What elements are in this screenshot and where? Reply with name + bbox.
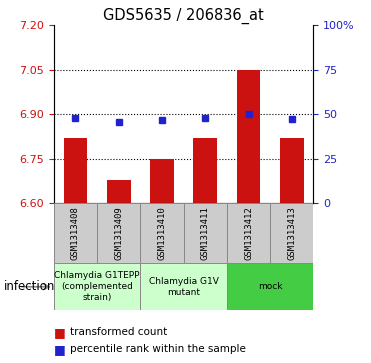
Bar [140, 263, 227, 310]
Text: mock: mock [258, 282, 282, 291]
Text: Chlamydia G1V
mutant: Chlamydia G1V mutant [149, 277, 219, 297]
Text: Chlamydia G1TEPP
(complemented
strain): Chlamydia G1TEPP (complemented strain) [54, 271, 140, 302]
Text: transformed count: transformed count [70, 327, 168, 337]
Text: infection: infection [4, 280, 55, 293]
Bar [184, 203, 227, 263]
Bar [227, 203, 270, 263]
Bar [63, 138, 87, 203]
Bar [97, 203, 140, 263]
Title: GDS5635 / 206836_at: GDS5635 / 206836_at [103, 8, 264, 24]
Text: percentile rank within the sample: percentile rank within the sample [70, 344, 246, 354]
Text: GSM1313412: GSM1313412 [244, 206, 253, 260]
Text: GSM1313409: GSM1313409 [114, 206, 123, 260]
Bar [54, 203, 97, 263]
Text: GSM1313413: GSM1313413 [288, 206, 296, 260]
Bar [107, 180, 131, 203]
Bar [280, 138, 304, 203]
Bar [237, 70, 260, 203]
Bar [227, 263, 313, 310]
Text: GSM1313410: GSM1313410 [158, 206, 167, 260]
Bar [270, 203, 313, 263]
Text: GSM1313408: GSM1313408 [71, 206, 80, 260]
Text: ■: ■ [54, 343, 66, 356]
Bar [140, 203, 184, 263]
Bar [54, 263, 140, 310]
Bar [150, 159, 174, 203]
Bar [193, 138, 217, 203]
Text: ■: ■ [54, 326, 66, 339]
Text: GSM1313411: GSM1313411 [201, 206, 210, 260]
